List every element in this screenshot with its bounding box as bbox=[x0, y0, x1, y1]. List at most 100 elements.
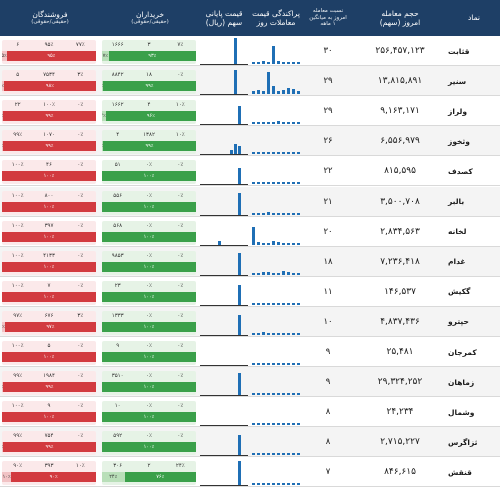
spark-bar bbox=[262, 363, 265, 365]
buy-individual-share: ۱۰۰٪ bbox=[102, 321, 196, 332]
buy-counts: ۰٪ ۱۸ ۸۸۴۲ bbox=[102, 70, 196, 80]
sell-legal-share: ۱٪ bbox=[2, 111, 3, 122]
spark-bar bbox=[262, 122, 265, 125]
spark-bar bbox=[262, 393, 265, 396]
table-row[interactable]: لخانه۲,۸۳۴,۵۶۳۲۰۲۲,۶۶۷۰٪۰٪۵۶۸۱۰۰٪۰٪۰٪۳۹۷… bbox=[0, 216, 500, 247]
buy-share-bar: ۹۹٪ ۱٪ bbox=[102, 141, 196, 152]
spark-bar bbox=[252, 182, 255, 185]
table-row[interactable]: حپترو۴,۸۳۷,۴۳۶۱۰۳۷,۴۱۰۰٪۰٪۱۳۳۳۱۰۰٪۰٪۳٪۶۷… bbox=[0, 306, 500, 337]
header-sellers-title: فروشندگان bbox=[32, 9, 68, 19]
spark-bar bbox=[297, 182, 300, 185]
buy-legal-share: ۴٪ bbox=[102, 111, 106, 122]
spark-area bbox=[248, 457, 304, 487]
spark-bar bbox=[272, 46, 275, 64]
sell-individual-label: ۹۷٪ bbox=[46, 323, 55, 330]
table-row[interactable]: بالبر۳,۵۰۰,۷۰۸۲۱۴۱,۵۴۰۰٪۰٪۵۵۶۱۰۰٪۰٪۰٪۸۰۰… bbox=[0, 186, 500, 217]
spark-bar bbox=[267, 242, 270, 245]
header-price: قیمت پایانی سهم (ریال) bbox=[200, 0, 248, 36]
sell-individual-label: ۹۹٪ bbox=[45, 113, 54, 120]
intraday-trades-chart bbox=[248, 397, 304, 427]
buy-count-t1: ۱۰٪ bbox=[175, 102, 185, 109]
sell-count-t2: ۹ bbox=[47, 403, 51, 410]
spark-bar bbox=[282, 302, 285, 305]
table-header: نماد حجم معامله امروز (سهم) نسبت معامله … bbox=[0, 0, 500, 36]
buy-count-t2: ۴ bbox=[147, 102, 151, 109]
header-price-sub: سهم (ریال) bbox=[205, 18, 243, 27]
table-row[interactable]: ثزاگرس۲,۷۱۵,۲۲۷۸۵۳,۱۲۷۰٪۰٪۵۹۲۱۰۰٪۰٪۰٪۷۵۴… bbox=[0, 427, 500, 458]
ratio-value: ۸ bbox=[325, 437, 331, 448]
buy-count-t1: ۰٪ bbox=[177, 373, 184, 380]
spark-bar bbox=[282, 122, 285, 125]
sell-individual-label: ۹۹٪ bbox=[45, 444, 54, 451]
buy-share-bar: ۱۰۰٪۰٪ bbox=[102, 291, 196, 302]
buy-share-bar: ۱۰۰٪۰٪ bbox=[102, 412, 196, 423]
buyers-box: ۰٪ ۰٪ ۳۵۱۰ ۱۰۰٪۰٪ bbox=[102, 371, 196, 396]
volume-value: ۲۴,۲۳۴ bbox=[386, 407, 414, 418]
dist-baseline bbox=[200, 395, 248, 397]
spark-bar bbox=[287, 302, 290, 305]
buy-count-t3: ۳۰۶ bbox=[113, 463, 123, 470]
buy-counts: ۰٪ ۰٪ ۹ bbox=[102, 341, 196, 351]
sell-count-t2: ۱۰۷۰ bbox=[43, 132, 55, 139]
table-row[interactable]: غدام۷,۲۳۶,۴۱۸۱۸۲۸۹,۷۱۰۰٪۰٪۹۸۵۳۱۰۰٪۰٪۰٪۴۱… bbox=[0, 246, 500, 277]
buyers-box: ۰٪ ۱۸ ۸۸۴۲ ۹۹٪ ۱٪ bbox=[102, 70, 196, 95]
buy-count-t1: ۰٪ bbox=[177, 403, 184, 410]
buy-count-t2: ۱۸ bbox=[146, 72, 152, 79]
sell-individual-share: ۹۹٪ bbox=[2, 141, 96, 152]
table-row[interactable]: وثخوز۶,۵۵۶,۹۷۹۲۶۵۶,۴۹۸۱۰٪۱۳۸۲۴۹۹٪۱٪۰٪۱۰۷… bbox=[0, 126, 500, 157]
sell-counts: ۰٪ ۸۰۰ ۱۰۰٪ bbox=[2, 191, 96, 201]
spark-bar bbox=[292, 89, 295, 95]
table-row[interactable]: کصدف۸۱۵,۵۹۵۲۲۲۰,۵۰۰۰٪۰٪۵۱۱۰۰٪۰٪۰٪۴۶۱۰۰٪۱… bbox=[0, 156, 500, 187]
table-row[interactable]: قثابت۲۵۶,۴۵۷,۱۲۳۳۰۴,۳۳۰۷٪۳۱۶۶۶۹۳٪۷٪۷۷٪۹۵… bbox=[0, 36, 500, 67]
intraday-trades-chart bbox=[248, 156, 304, 186]
table-row[interactable]: زماهان۲۹,۳۲۴,۲۵۲۹۱۵,۸۹۲۰٪۰٪۳۵۱۰۱۰۰٪۰٪۰٪۱… bbox=[0, 367, 500, 398]
buy-individual-label: ۹۹٪ bbox=[145, 143, 154, 150]
spark-bar bbox=[262, 91, 265, 95]
symbol-name: وشمال bbox=[448, 407, 475, 417]
spark-bar bbox=[272, 212, 275, 215]
table-row[interactable]: ولراز۹,۱۶۳,۱۷۱۲۹۳۱,۲۴۲۱۰٪۴۱۶۶۲۹۶٪۴٪۰٪۱۰۰… bbox=[0, 96, 500, 127]
spark-bar bbox=[292, 363, 295, 365]
buy-count-t3: ۵۹۲ bbox=[113, 433, 123, 440]
sellers-box: ۳٪ ۶۷۶ ۹۷٪ ۹۷٪ ۳٪ bbox=[2, 310, 96, 335]
buy-counts: ۰٪ ۰٪ ۵۹۲ bbox=[102, 431, 196, 441]
spark-bar bbox=[257, 62, 260, 64]
sell-count-t3: ۱۰۰٪ bbox=[11, 282, 24, 289]
buy-count-t1: ۷٪ bbox=[177, 42, 184, 48]
table-row[interactable]: کمرجان۲۵,۴۸۱۹۱۳۷,۶۸۶۰٪۰٪۹۱۰۰٪۰٪۰٪۵۱۰۰٪۱۰… bbox=[0, 337, 500, 368]
volume-value: ۶,۵۵۶,۹۷۹ bbox=[380, 136, 420, 147]
buyers-box: ۰٪ ۰٪ ۹۸۵۳ ۱۰۰٪۰٪ bbox=[102, 250, 196, 275]
table-row[interactable]: قنقش۸۴۶,۶۱۵۷۶۲,۹۸۴۲۴٪۲۳۰۶۷۶٪۲۴٪۱۰٪۳۹۳۹۰٪… bbox=[0, 457, 500, 487]
spark-bar bbox=[287, 393, 290, 396]
sell-counts: ۰٪ ۹ ۱۰۰٪ bbox=[2, 401, 96, 411]
spark-bar bbox=[252, 302, 255, 305]
buy-individual-label: ۱۰۰٪ bbox=[143, 263, 155, 270]
table-row[interactable]: سنیر۱۳,۸۱۵,۸۹۱۲۹۱۳۸,۳۸۰۰٪۱۸۸۸۴۲۹۹٪۱٪۳٪۷۵… bbox=[0, 66, 500, 97]
spark-bar bbox=[262, 212, 265, 215]
spark-bar bbox=[277, 302, 280, 305]
dist-area bbox=[200, 96, 248, 126]
table-row[interactable]: گکیش۱۴۶,۵۳۷۱۱۴۴,۳۵۲۰٪۰٪۲۳۱۰۰٪۰٪۰٪۷۱۰۰٪۱۰… bbox=[0, 276, 500, 307]
spark-bar bbox=[267, 332, 270, 335]
ratio-value: ۱۸ bbox=[323, 256, 333, 267]
ratio-value: ۸ bbox=[325, 407, 331, 418]
spark-bar bbox=[267, 453, 270, 456]
buy-share-bar: ۱۰۰٪۰٪ bbox=[102, 352, 196, 362]
spark-bar bbox=[262, 302, 265, 305]
sell-count-t2: ۶۷۶ bbox=[44, 312, 54, 319]
dist-baseline bbox=[200, 485, 248, 487]
table-row[interactable]: وشمال۲۴,۲۳۴۸۸۵,۸۷۶۰٪۰٪۱۰۱۰۰٪۰٪۰٪۹۱۰۰٪۱۰۰… bbox=[0, 397, 500, 428]
sell-count-t1: ۰٪ bbox=[77, 132, 84, 139]
sell-count-t2: ۳۹۳ bbox=[44, 463, 54, 470]
spark-bar bbox=[292, 393, 295, 396]
spark-bar bbox=[292, 152, 295, 155]
spark-bar bbox=[282, 332, 285, 335]
sell-individual-share: ۱۰۰٪ bbox=[2, 352, 96, 362]
buy-individual-label: ۱۰۰٪ bbox=[143, 323, 155, 330]
symbol-name: بالبر bbox=[448, 197, 465, 206]
buy-individual-share: ۹۶٪ bbox=[105, 111, 196, 122]
dist-area bbox=[200, 397, 248, 427]
